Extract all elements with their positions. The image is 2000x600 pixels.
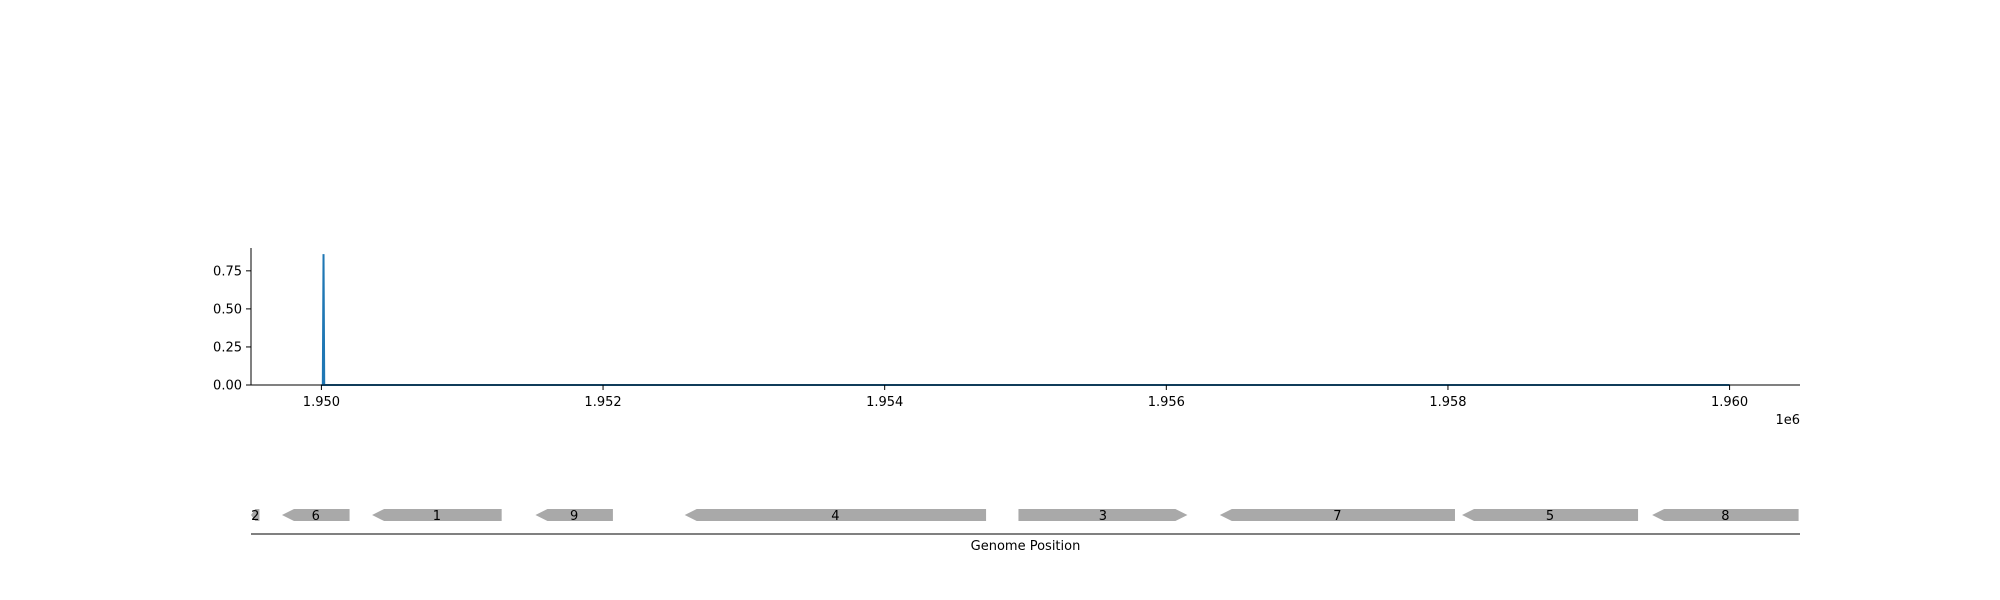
gene-arrow <box>372 509 502 521</box>
gene-label: 8 <box>1721 509 1729 524</box>
gene-arrow <box>281 509 350 521</box>
gene-features: 2 6 1 9 4 3 7 5 8 <box>251 509 1799 524</box>
gene-arrow <box>1018 509 1188 521</box>
gene-arrow <box>1219 509 1455 521</box>
gene-label: 7 <box>1333 509 1341 524</box>
gene-label: 1 <box>433 509 441 524</box>
gene-label: 9 <box>570 509 578 524</box>
gene-arrow <box>1652 509 1799 521</box>
gene-arrow <box>1462 509 1639 521</box>
gene-arrow <box>251 509 260 521</box>
gene-track-xlabel: Genome Position <box>971 539 1081 554</box>
x-tick-label: 1.960 <box>1711 395 1748 410</box>
coverage-plot: 0.000.250.500.75 1.950 1.952 1.954 1.956 1.9… <box>213 248 1800 428</box>
x-axis-ticks: 1.950 1.952 1.954 1.956 1.958 1.960 <box>303 385 1748 410</box>
gene-label: 6 <box>312 509 320 524</box>
x-tick-label: 1.954 <box>866 395 903 410</box>
x-tick-label: 1.952 <box>584 395 621 410</box>
gene-track: 2 6 1 9 4 3 7 5 8 Genome Position <box>251 509 1800 554</box>
y-tick-label: 0.50 <box>213 302 242 317</box>
y-tick-label: 0.25 <box>213 340 242 355</box>
x-tick-label: 1.956 <box>1148 395 1185 410</box>
x-tick-label: 1.950 <box>303 395 340 410</box>
gene-label: 4 <box>831 509 839 524</box>
gene-label: 5 <box>1546 509 1554 524</box>
gene-arrow <box>684 509 987 521</box>
x-tick-label: 1.958 <box>1429 395 1466 410</box>
y-axis-ticks: 0.00 0.25 0.50 0.75 <box>213 264 251 394</box>
x-axis-offset-label: 1e6 <box>1775 413 1800 428</box>
y-tick-label: 0.00 <box>213 379 242 394</box>
gene-arrow <box>535 509 613 521</box>
coverage-series-line <box>321 254 1730 386</box>
gene-label: 3 <box>1099 509 1107 524</box>
gene-label: 2 <box>251 509 259 524</box>
y-tick-label: 0.75 <box>213 264 242 279</box>
